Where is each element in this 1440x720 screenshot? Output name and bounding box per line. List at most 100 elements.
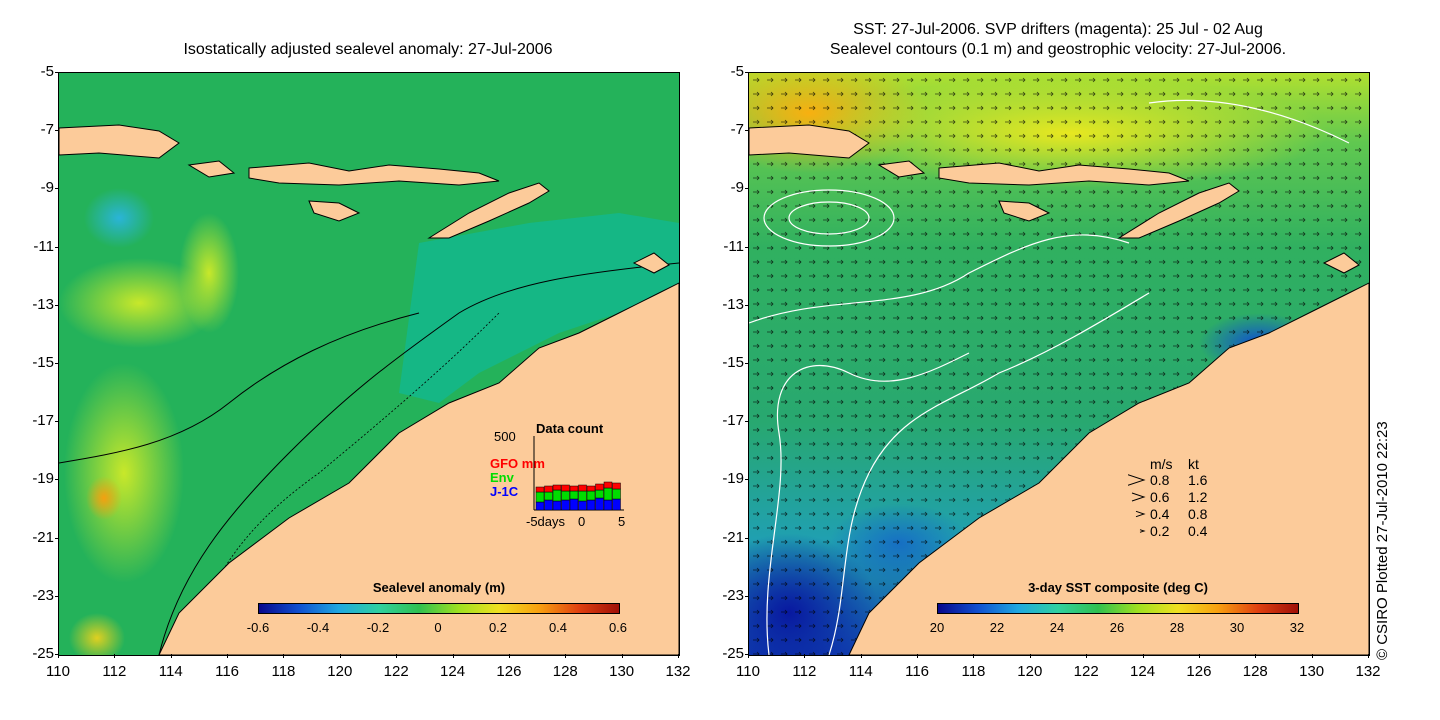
right_panel-x-tick-mark <box>1086 654 1088 658</box>
data-count-bar <box>552 489 562 502</box>
right_panel-y-tick-mark <box>745 421 748 423</box>
left_panel-x-tick-mark <box>170 654 172 658</box>
data-count-bar <box>603 499 613 511</box>
right-map-title-line2: Sealevel contours (0.1 m) and geostrophi… <box>829 41 1287 58</box>
left_panel-x-tick-label: 132 <box>665 663 691 680</box>
right-colorbar <box>937 603 1299 614</box>
left-colorbar <box>258 603 620 614</box>
right_panel-y-tick-label: -7 <box>730 121 744 139</box>
left-contour-1 <box>59 312 420 464</box>
left_panel-y-tick-label: -25 <box>32 645 54 662</box>
left_panel-x-tick-label: 130 <box>609 663 635 680</box>
right-australia-landmass <box>848 282 1369 655</box>
data-count-bar <box>612 488 621 500</box>
left_panel-x-tick-mark <box>227 654 229 658</box>
right_panel-colorbar-label: 30 <box>1229 620 1245 635</box>
left-high-anomaly-4 <box>69 613 125 655</box>
left_panel-y-tick-label: -5 <box>40 63 54 80</box>
right_panel-x-tick-label: 130 <box>1299 663 1325 680</box>
right_panel-x-tick-label: 120 <box>1017 663 1043 680</box>
right-map-panel <box>748 72 1370 656</box>
left_panel-colorbar-label: 0.2 <box>488 620 508 635</box>
left_panel-y-tick-mark <box>55 304 58 306</box>
left_panel-y-tick-mark <box>55 537 58 539</box>
right_panel-x-tick-mark <box>917 654 919 658</box>
right_panel-colorbar-label: 22 <box>989 620 1005 635</box>
data-count-bar <box>603 481 613 489</box>
right_panel-x-tick-mark <box>1368 654 1369 658</box>
left_panel-y-tick-label: -15 <box>32 354 54 371</box>
left_panel-x-tick-mark <box>508 654 510 658</box>
right_panel-y-tick-label: -19 <box>722 470 744 488</box>
left_panel-y-tick-mark <box>55 188 58 190</box>
data-count-title: Data count <box>536 421 604 436</box>
left_panel-x-tick-mark <box>396 654 398 658</box>
left_panel-y-tick-label: -19 <box>32 470 54 488</box>
data-count-xtick-start: -5days <box>526 514 566 529</box>
credit-text: © CSIRO Plotted 27-Jul-2010 22:23 <box>1374 421 1391 660</box>
left_panel-y-tick-label: -11 <box>33 237 54 255</box>
right-contour-eddy-1 <box>763 189 895 247</box>
data-count-bar <box>603 487 613 501</box>
velocity-legend-arrow <box>1128 474 1146 486</box>
velocity-legend-ms: 0.2 <box>1150 523 1170 539</box>
left_panel-x-tick-label: 122 <box>383 663 409 680</box>
data-count-legend-env: Env <box>490 470 514 485</box>
right_panel-y-tick-mark <box>745 246 748 248</box>
data-count-bar <box>586 490 596 501</box>
right_panel-y-tick-mark <box>745 130 748 132</box>
left_panel-x-tick-label: 118 <box>271 663 296 680</box>
left-island-bali <box>187 160 236 178</box>
right-contour-3 <box>828 292 1150 655</box>
data-count-chart <box>533 436 624 511</box>
right_panel-x-tick-mark <box>748 654 749 658</box>
left_panel-x-tick-mark <box>58 654 59 658</box>
left_panel-x-tick-mark <box>114 654 116 658</box>
right-island-timor <box>1117 182 1240 239</box>
left_panel-y-tick-mark <box>55 595 58 597</box>
left_panel-x-tick-mark <box>339 654 341 658</box>
right-map-svg <box>749 73 1369 655</box>
data-count-legend-gfo: GFO mm <box>490 456 545 471</box>
data-count-bar <box>544 499 553 511</box>
right_panel-colorbar-label: 24 <box>1049 620 1065 635</box>
left_panel-y-tick-label: -9 <box>40 179 54 197</box>
right_panel-y-tick-mark <box>745 479 748 481</box>
left_panel-x-tick-label: 120 <box>327 663 353 680</box>
data-count-bar <box>569 498 579 511</box>
left_panel-colorbar-label: 0 <box>434 620 442 635</box>
left_panel-x-tick-label: 114 <box>158 663 183 680</box>
right_panel-x-tick-label: 124 <box>1130 663 1156 680</box>
right_panel-x-tick-mark <box>1142 654 1144 658</box>
data-count-bar <box>595 497 604 511</box>
velocity-legend-kt: 1.6 <box>1188 472 1208 488</box>
left-colorbar-title: Sealevel anomaly (m) <box>372 580 506 595</box>
left_panel-y-tick-label: -23 <box>32 586 54 604</box>
right_panel-colorbar-label: 26 <box>1109 620 1125 635</box>
left-map-title: Isostatically adjusted sealevel anomaly:… <box>183 41 553 58</box>
left_panel-y-tick-mark <box>55 130 58 132</box>
data-count-bar <box>595 489 604 499</box>
velocity-legend-kt: 1.2 <box>1188 489 1208 505</box>
right_panel-y-tick-mark <box>745 363 748 364</box>
left-map-svg <box>59 73 679 655</box>
right-contour-eddy-2 <box>788 201 870 235</box>
left_panel-colorbar-label: 0.4 <box>548 620 568 635</box>
left_panel-x-tick-label: 116 <box>215 663 240 680</box>
right_panel-x-tick-label: 118 <box>961 663 986 680</box>
data-count-bar <box>578 490 587 502</box>
right-island-bali <box>877 160 926 178</box>
data-count-ymax: 500 <box>494 429 516 444</box>
data-count-bar <box>561 499 570 511</box>
left_panel-x-tick-label: 112 <box>102 663 127 680</box>
left_panel-y-tick-mark <box>55 246 58 248</box>
right_panel-x-tick-mark <box>860 654 862 658</box>
right_panel-x-tick-label: 122 <box>1073 663 1099 680</box>
data-count-legend-j1c: J-1C <box>490 484 519 499</box>
data-count-bar <box>561 490 570 501</box>
velocity-legend-kt: 0.8 <box>1188 506 1208 522</box>
data-count-bar <box>578 500 587 511</box>
left-map-panel <box>58 72 680 656</box>
data-count-bar <box>578 484 587 492</box>
velocity-legend-header-ms: m/s <box>1150 456 1173 472</box>
